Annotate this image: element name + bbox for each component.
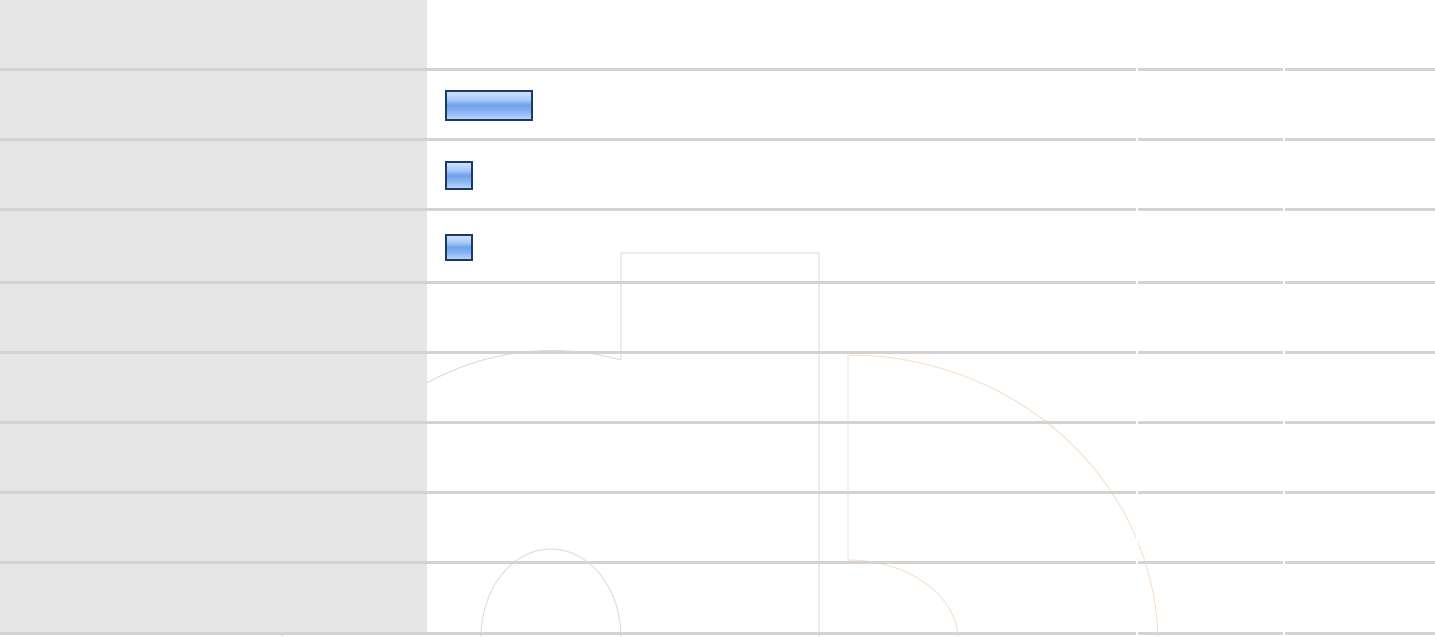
row-label-cell xyxy=(0,424,427,494)
row-separator xyxy=(0,632,1435,635)
table-row xyxy=(0,354,1435,424)
row-separator xyxy=(0,561,1435,564)
small-bar-button[interactable] xyxy=(445,161,473,190)
row-label-cell xyxy=(0,211,427,281)
row-separator xyxy=(0,491,1435,494)
table-row xyxy=(0,424,1435,494)
row-separator xyxy=(0,281,1435,284)
row-label-cell xyxy=(0,0,427,70)
row-separator xyxy=(0,208,1435,211)
row-label-cell xyxy=(0,354,427,424)
table-row xyxy=(0,564,1435,634)
row-separator xyxy=(0,421,1435,424)
row-label-cell xyxy=(0,494,427,564)
row-separator xyxy=(0,68,1435,71)
row-label-cell xyxy=(0,141,427,211)
table-row xyxy=(0,0,1435,70)
row-label-cell xyxy=(0,284,427,354)
row-separator xyxy=(0,351,1435,354)
column-gap xyxy=(1283,68,1288,635)
table-row xyxy=(0,141,1435,211)
column-gap xyxy=(1136,68,1141,635)
row-separator xyxy=(0,138,1435,141)
row-label-cell xyxy=(0,71,427,141)
row-value-cell xyxy=(427,0,1435,70)
table-row xyxy=(0,211,1435,281)
wide-bar-button[interactable] xyxy=(445,90,533,121)
small-bar-button[interactable] xyxy=(445,234,473,261)
table-row xyxy=(0,494,1435,564)
table-row xyxy=(0,284,1435,354)
table-row xyxy=(0,71,1435,141)
row-label-cell xyxy=(0,564,427,634)
